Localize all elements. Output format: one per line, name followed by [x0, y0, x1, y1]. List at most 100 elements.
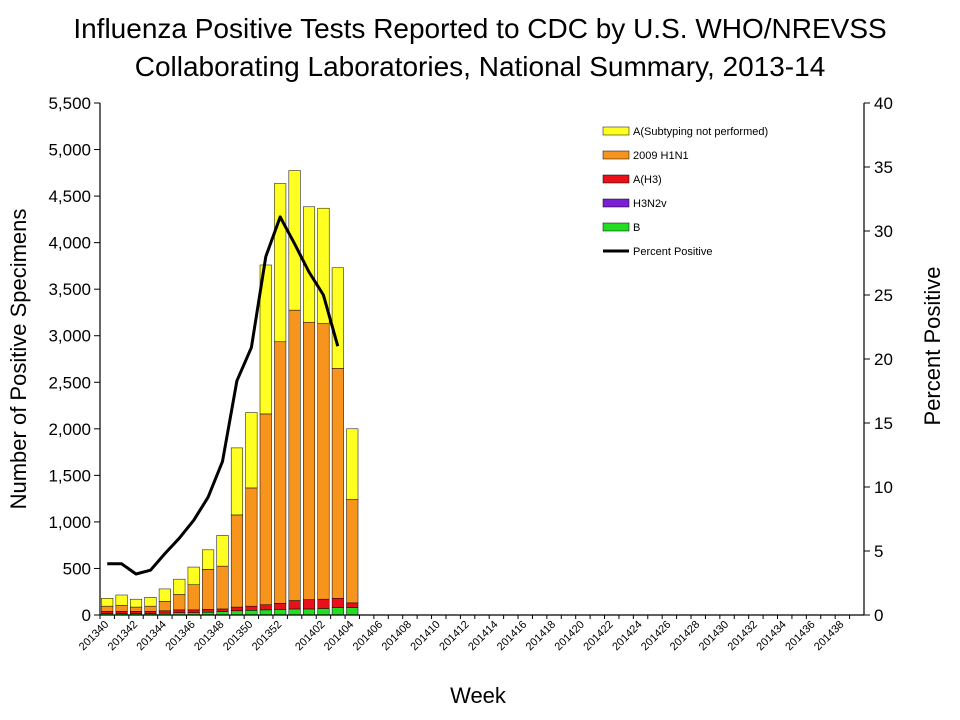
x-tick-label: 201352 [250, 619, 284, 653]
bar-a-h3-201340 [101, 611, 114, 614]
bar-a-h3-201345 [173, 609, 186, 613]
y-tick-label: 2,000 [48, 420, 91, 439]
bar-2009-h1n1-201353 [288, 309, 301, 601]
legend-swatch-a-subtyping-not-performed [602, 126, 630, 136]
y2-tick-label: 20 [874, 350, 893, 369]
x-tick-label: 201346 [163, 619, 197, 653]
bar-2009-h1n1-201348 [216, 565, 229, 610]
bar-2009-h1n1-201403 [331, 368, 344, 599]
bar-a-subtyping-not-performed-201344 [158, 588, 171, 602]
x-tick-label: 201422 [581, 619, 615, 653]
legend-swatch-h3n2v [602, 198, 630, 208]
bar-a-subtyping-not-performed-201342 [130, 598, 143, 608]
bar-2009-h1n1-201346 [187, 584, 200, 611]
bar-a-h3-201344 [158, 610, 171, 614]
bar-a-subtyping-not-performed-201352 [274, 183, 287, 343]
y-tick-label: 3,000 [48, 327, 91, 346]
bar-a-subtyping-not-performed-201343 [144, 597, 157, 607]
bar-a-subtyping-not-performed-201353 [288, 170, 301, 311]
legend-swatch-a-h3 [602, 174, 630, 184]
x-tick-label: 201412 [437, 619, 471, 653]
y-tick-label: 4,500 [48, 187, 91, 206]
x-tick-label: 201348 [192, 619, 226, 653]
bar-a-subtyping-not-performed-201347 [202, 549, 215, 570]
bar-b-201349 [230, 610, 243, 616]
x-tick-label: 201404 [322, 619, 356, 653]
bar-a-subtyping-not-performed-201345 [173, 578, 186, 595]
bar-a-subtyping-not-performed-201402 [317, 207, 330, 324]
x-ticks: 2013402013422013442013462013482013502013… [77, 615, 851, 653]
bar-2009-h1n1-201404 [346, 499, 359, 604]
x-tick-label: 201438 [812, 619, 846, 653]
bar-b-201350 [245, 610, 258, 616]
bar-2009-h1n1-201349 [230, 514, 243, 608]
x-tick-label: 201406 [351, 619, 385, 653]
bar-b-201402 [317, 608, 330, 616]
y-axis-label: Number of Positive Specimens [6, 209, 31, 510]
bar-2009-h1n1-201345 [173, 594, 186, 611]
bar-a-h3-201404 [346, 602, 359, 608]
x-tick-label: 201434 [754, 619, 788, 653]
x-tick-label: 201414 [466, 619, 500, 653]
bar-a-h3-201349 [230, 606, 243, 612]
bar-2009-h1n1-201350 [245, 487, 258, 607]
bar-a-h3-201342 [130, 611, 143, 614]
x-tick-label: 201418 [524, 619, 558, 653]
x-tick-label: 201428 [668, 619, 702, 653]
x-axis-label: Week [450, 683, 507, 708]
bar-a-h3-201343 [144, 611, 157, 614]
y2-tick-label: 0 [874, 606, 883, 625]
bar-2009-h1n1-201340 [101, 605, 114, 612]
y2-tick-label: 30 [874, 222, 893, 241]
x-tick-label: 201342 [106, 619, 140, 653]
y-tick-label: 0 [82, 606, 91, 625]
y-tick-label: 500 [63, 559, 91, 578]
percent-positive-line-group [107, 215, 340, 576]
bar-a-h3-201352 [274, 603, 287, 610]
bar-b-201401 [303, 608, 316, 616]
x-tick-label: 201426 [639, 619, 673, 653]
y2-tick-label: 10 [874, 478, 893, 497]
y-ticks-left: 0 500 1,000 1,500 2,000 2,500 3,000 3,500 4,000 4… [48, 94, 100, 625]
x-tick-label: 201410 [408, 619, 442, 653]
bar-a-h3-201350 [245, 605, 258, 611]
bar-2009-h1n1-201341 [115, 604, 128, 612]
bar-a-h3-201347 [202, 609, 215, 613]
bar-a-subtyping-not-performed-201348 [216, 535, 229, 567]
bar-b-201404 [346, 607, 359, 616]
bar-a-subtyping-not-performed-201341 [115, 594, 128, 606]
x-tick-label: 201432 [726, 619, 760, 653]
chart-title: Influenza Positive Tests Reported to CDC… [73, 13, 886, 82]
bar-a-h3-201351 [259, 604, 272, 611]
bar-a-h3-201346 [187, 609, 200, 613]
legend-swatch-b [602, 222, 630, 232]
bar-a-h3-201401 [303, 599, 316, 610]
x-tick-label: 201430 [697, 619, 731, 653]
x-tick-label: 201420 [553, 619, 587, 653]
y-tick-label: 5,000 [48, 141, 91, 160]
y-ticks-right: 0 5 10 15 20 25 30 35 40 [864, 94, 893, 625]
bar-a-subtyping-not-performed-201340 [101, 597, 114, 607]
bar-a-subtyping-not-performed-201403 [331, 267, 344, 369]
bar-2009-h1n1-201351 [259, 413, 272, 606]
y2-axis-label: Percent Positive [920, 267, 945, 426]
bar-a-h3-201403 [331, 597, 344, 608]
bar-a-subtyping-not-performed-201349 [230, 447, 243, 516]
axes [99, 103, 865, 616]
y2-tick-label: 25 [874, 286, 893, 305]
y-tick-label: 1,000 [48, 513, 91, 532]
bar-b-201403 [331, 607, 344, 616]
bar-2009-h1n1-201402 [317, 323, 330, 600]
bar-a-h3-201348 [216, 608, 229, 612]
bar-a-h3-201341 [115, 611, 128, 614]
y-tick-label: 2,500 [48, 373, 91, 392]
legend-label: A(H3) [633, 174, 662, 186]
x-tick-label: 201344 [135, 619, 169, 653]
bar-2009-h1n1-201343 [144, 605, 157, 612]
y2-tick-label: 40 [874, 94, 893, 113]
legend-label: A(Subtyping not performed) [633, 126, 768, 138]
chart-title-line-1: Influenza Positive Tests Reported to CDC… [73, 13, 886, 44]
x-tick-label: 201408 [380, 619, 414, 653]
y2-tick-label: 5 [874, 542, 883, 561]
y2-tick-label: 35 [874, 158, 893, 177]
